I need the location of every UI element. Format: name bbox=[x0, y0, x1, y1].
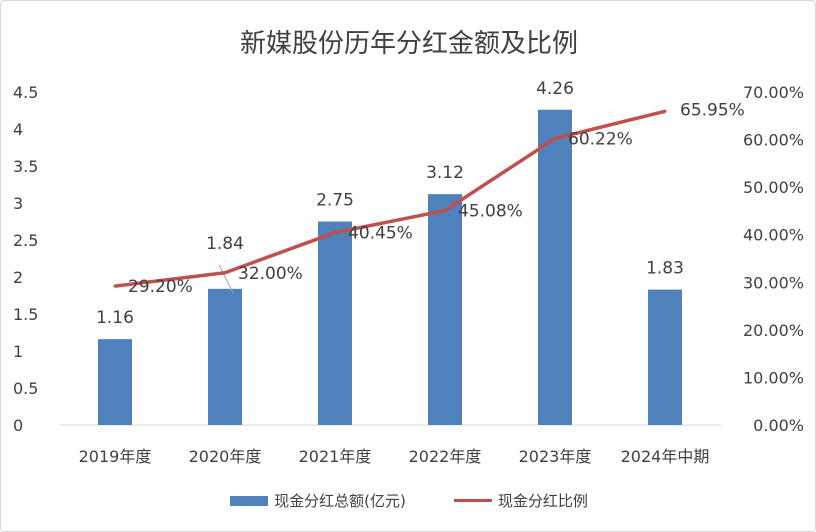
line-point bbox=[113, 284, 117, 288]
left-tick-label: 3 bbox=[13, 194, 23, 213]
legend-swatch-line bbox=[453, 499, 492, 502]
bar bbox=[538, 109, 572, 425]
line-data-label: 45.08% bbox=[458, 202, 523, 222]
bar bbox=[318, 221, 352, 425]
line-data-label: 65.95% bbox=[680, 100, 745, 120]
left-tick-label: 0 bbox=[13, 416, 23, 435]
line-data-label: 40.45% bbox=[348, 224, 413, 244]
legend-label-bar: 现金分红总额(亿元) bbox=[274, 492, 406, 510]
x-tick-label: 2019年度 bbox=[79, 447, 152, 466]
bar-data-label: 2.75 bbox=[316, 191, 354, 211]
legend: 现金分红总额(亿元) 现金分红比例 bbox=[1, 490, 815, 511]
right-tick-label: 20.00% bbox=[743, 321, 804, 340]
line-data-label: 29.20% bbox=[128, 277, 193, 297]
left-tick-label: 2 bbox=[13, 268, 23, 287]
line-data-label: 32.00% bbox=[238, 264, 303, 284]
right-tick-label: 0.00% bbox=[753, 416, 804, 435]
x-tick-label: 2021年度 bbox=[299, 447, 372, 466]
left-tick-label: 4 bbox=[13, 120, 23, 139]
legend-label-line: 现金分红比例 bbox=[497, 492, 588, 510]
line-series bbox=[114, 109, 666, 288]
x-tick-label: 2020年度 bbox=[189, 447, 262, 466]
left-tick-label: 2.5 bbox=[13, 231, 38, 250]
right-tick-label: 40.00% bbox=[743, 226, 804, 245]
label-leader-line bbox=[218, 264, 234, 294]
legend-swatch-bar bbox=[230, 495, 269, 506]
legend-item-bar[interactable]: 现金分红总额(亿元) bbox=[230, 490, 406, 511]
bar bbox=[428, 194, 462, 425]
chart-title: 新媒股份历年分红金额及比例 bbox=[239, 29, 578, 59]
line-point bbox=[333, 231, 337, 235]
left-tick-label: 0.5 bbox=[13, 379, 38, 398]
right-tick-label: 60.00% bbox=[743, 131, 804, 150]
x-tick-label: 2024年中期 bbox=[621, 447, 710, 466]
bar bbox=[648, 289, 682, 425]
line-data-label: 60.22% bbox=[568, 130, 633, 150]
left-tick-label: 4.5 bbox=[13, 83, 38, 102]
left-tick-label: 3.5 bbox=[13, 157, 38, 176]
bar-data-label: 1.83 bbox=[646, 259, 684, 279]
legend-item-line[interactable]: 现金分红比例 bbox=[453, 490, 588, 511]
x-tick-label: 2022年度 bbox=[409, 447, 482, 466]
left-tick-label: 1 bbox=[13, 342, 23, 361]
bar-data-label: 3.12 bbox=[426, 163, 464, 183]
right-tick-label: 10.00% bbox=[743, 368, 804, 387]
right-tick-label: 70.00% bbox=[743, 83, 804, 102]
right-tick-label: 50.00% bbox=[743, 178, 804, 197]
bar-data-label: 4.26 bbox=[536, 79, 574, 99]
bar bbox=[208, 288, 242, 425]
line-point bbox=[663, 109, 667, 113]
x-tick-label: 2023年度 bbox=[519, 447, 592, 466]
line-point bbox=[223, 271, 227, 275]
right-tick-label: 30.00% bbox=[743, 273, 804, 292]
line-point bbox=[553, 137, 557, 141]
bar bbox=[98, 339, 132, 425]
left-tick-label: 1.5 bbox=[13, 305, 38, 324]
bar-data-label: 1.16 bbox=[96, 308, 134, 328]
line-point bbox=[443, 209, 447, 213]
bar-data-label: 1.84 bbox=[206, 234, 244, 254]
